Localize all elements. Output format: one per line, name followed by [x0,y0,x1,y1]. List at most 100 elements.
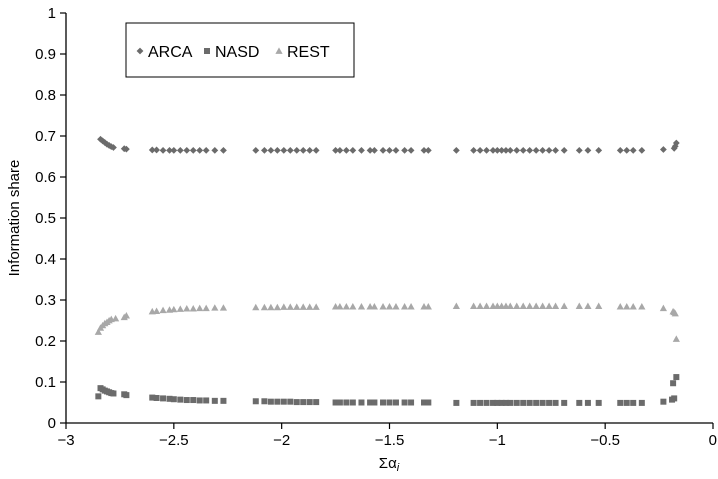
arca-point [252,146,260,154]
x-tick-label: −3 [57,432,74,449]
legend-item-nasd: NASD [204,44,259,61]
rest-point [211,304,219,311]
arca-point [560,146,568,154]
nasd-point [617,399,624,406]
rest-point [183,305,191,312]
legend-item-rest: REST [275,44,330,61]
nasd-point [349,399,356,406]
nasd-point [293,399,300,406]
arca-point [293,146,301,154]
nasd-point [332,399,339,406]
nasd-point [421,399,428,406]
rest-point [392,302,400,310]
legend-items: ARCA NASD REST [136,44,330,61]
nasd-point [483,399,490,406]
nasd-point [561,399,568,406]
arca-point [358,146,365,154]
arca-point [99,137,107,145]
arca-point [420,146,428,154]
rest-point [306,303,314,310]
arca-point [489,146,497,154]
x-tick-label: −2.5 [159,432,189,449]
arca-point [211,146,219,154]
nasd-point [595,399,602,406]
nasd-point [477,399,484,406]
rest-point [299,303,307,310]
arca-point [312,146,320,154]
arca-point [170,146,178,154]
legend-label-arca: ARCA [148,44,193,61]
nasd-point [408,399,415,406]
arca-point [539,146,547,154]
x-tick-label: −2 [273,432,290,449]
nasd-point [670,380,677,387]
rest-point [400,302,409,310]
arca-point [672,139,680,147]
nasd-point [660,398,667,405]
arca-point [407,146,415,154]
rest-point [342,302,350,310]
arca-point [196,146,204,154]
arca-point [189,146,197,154]
arca-point [366,146,374,154]
y-axis-title: Information share [6,160,23,277]
nasd-point [673,374,680,381]
arca-point [502,146,510,154]
legend-marker-nasd [204,48,210,54]
rest-point [672,335,680,342]
arca-point [299,146,307,154]
data-points [94,135,680,406]
rest-point [385,302,394,310]
legend-box [125,22,355,78]
nasd-point [252,398,259,405]
rest-point [280,303,288,310]
arca-point [513,146,521,154]
x-tick-label: −1 [489,432,506,449]
arca-point [148,146,156,154]
nasd-point [539,399,546,406]
rest-point [252,303,260,311]
x-axis-title-main: Σα [379,455,397,472]
rest-point [122,311,130,319]
rest-point [452,302,460,310]
x-axis-title: Σαi [379,455,400,474]
rest-point [595,302,603,310]
x-tick-label: −0.5 [590,432,620,449]
arca-point [584,146,592,154]
nasd-point [371,399,378,406]
nasd-point [520,399,527,406]
legend-item-arca: ARCA [136,44,193,61]
rest-point [273,303,281,311]
rest-point [370,302,379,310]
arca-point [273,146,281,154]
nasd-point [425,399,432,406]
arca-point [280,146,288,154]
nasd-point [552,399,559,406]
y-tick-label: 0.6 [35,169,56,186]
series-arca [97,135,680,154]
arca-point [332,146,339,154]
nasd-point [261,398,268,405]
arca-point [659,146,667,153]
nasd-point [576,399,583,406]
ticks: 0 0.1 0.2 0.3 0.4 0.5 0.6 0.7 0.8 0.9 1 −3 −2.5 −2 −1.… [35,5,717,449]
y-tick-label: 0.9 [35,46,56,63]
arca-point [122,145,130,153]
y-tick-label: 0.2 [35,333,56,350]
arca-point [498,146,506,154]
arca-point [493,146,501,154]
nasd-point [546,399,553,406]
nasd-point [392,399,399,406]
nasd-point [638,399,645,406]
rest-point [176,305,184,312]
legend-label-nasd: NASD [215,44,259,61]
arca-point [110,144,117,151]
arca-point [629,146,637,154]
rest-point [357,302,366,310]
rest-point [519,302,527,310]
nasd-point [274,398,281,405]
arca-point [623,146,631,154]
rest-point [112,314,120,322]
arca-point [519,146,527,154]
nasd-point [630,399,637,406]
